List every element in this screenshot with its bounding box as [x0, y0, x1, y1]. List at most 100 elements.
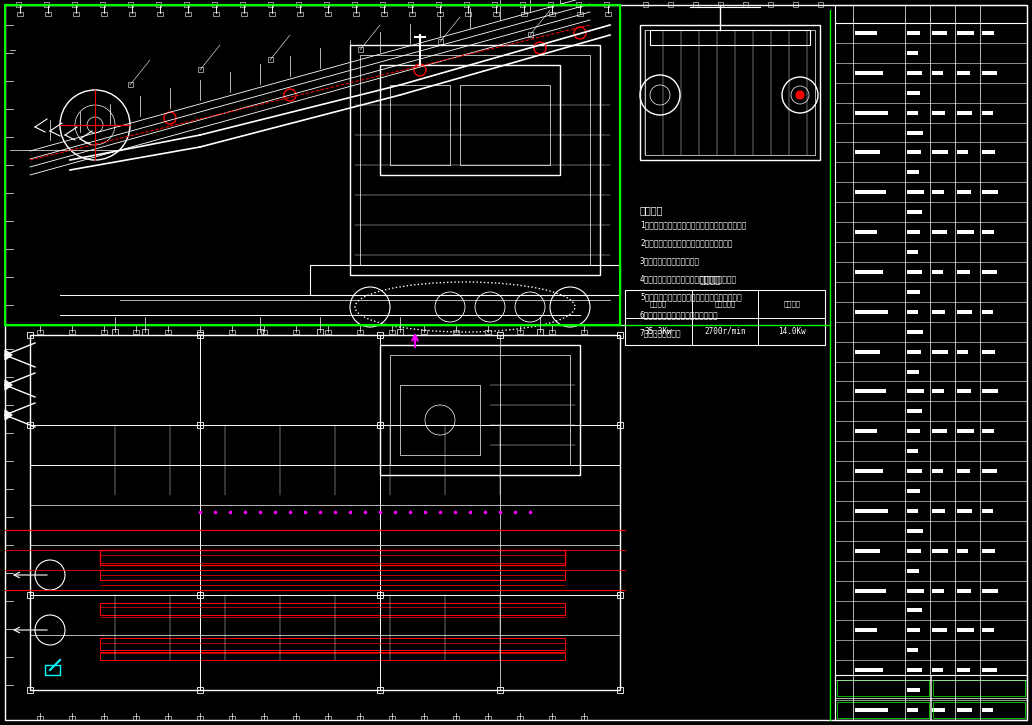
Bar	[907, 349, 921, 354]
Bar	[768, 2, 773, 7]
Bar	[438, 39, 443, 44]
Bar	[197, 422, 203, 428]
Bar	[325, 716, 331, 720]
Bar	[907, 130, 923, 135]
Bar	[932, 349, 948, 354]
Bar	[932, 509, 945, 513]
Bar	[604, 2, 609, 7]
Bar	[854, 469, 882, 473]
Bar	[198, 67, 203, 72]
Bar	[907, 410, 922, 413]
Bar	[957, 668, 970, 672]
Bar	[212, 2, 217, 7]
Bar	[380, 345, 580, 475]
Bar	[520, 2, 525, 7]
Bar	[907, 370, 918, 373]
Bar	[537, 329, 543, 335]
Bar	[100, 652, 565, 660]
Bar	[932, 270, 942, 274]
Bar	[907, 389, 924, 394]
Text: 2700r/min: 2700r/min	[704, 327, 746, 336]
Bar	[293, 716, 299, 720]
Bar	[581, 330, 587, 334]
Bar	[100, 638, 565, 650]
Bar	[197, 330, 203, 334]
Bar	[100, 550, 565, 565]
Bar	[982, 589, 998, 592]
Bar	[528, 32, 533, 37]
Polygon shape	[5, 380, 12, 390]
Bar	[907, 51, 917, 55]
Bar	[907, 330, 923, 334]
Bar	[390, 355, 570, 465]
Bar	[907, 250, 917, 254]
Bar	[643, 2, 648, 7]
Bar	[37, 330, 43, 334]
Bar	[854, 389, 885, 394]
Bar	[549, 716, 555, 720]
Bar	[197, 592, 203, 598]
Bar	[360, 55, 590, 265]
Text: 3、各元件安装位置作标记；: 3、各元件安装位置作标记；	[640, 256, 700, 265]
Bar	[497, 687, 503, 693]
Text: 1、剖分面涂密封胶或水玻璃不允许使用任何填料；: 1、剖分面涂密封胶或水玻璃不允许使用任何填料；	[640, 220, 746, 229]
Polygon shape	[5, 350, 12, 360]
Bar	[17, 2, 21, 7]
Bar	[982, 509, 993, 513]
Bar	[421, 716, 427, 720]
Bar	[854, 230, 877, 234]
Bar	[517, 716, 523, 720]
Bar	[377, 332, 383, 338]
Bar	[73, 12, 79, 16]
Bar	[932, 629, 946, 632]
Bar	[381, 12, 387, 16]
Bar	[835, 675, 1027, 720]
Bar	[907, 568, 918, 573]
Bar	[156, 2, 161, 7]
Bar	[184, 2, 189, 7]
Bar	[957, 629, 974, 632]
Bar	[907, 230, 920, 234]
Bar	[100, 570, 565, 580]
Bar	[133, 716, 139, 720]
Bar	[818, 2, 823, 7]
Bar	[213, 12, 219, 16]
Text: 35.3Kw: 35.3Kw	[644, 327, 672, 336]
Bar	[464, 2, 469, 7]
Bar	[932, 469, 942, 473]
Bar	[982, 469, 997, 473]
Bar	[128, 82, 133, 87]
Bar	[837, 702, 929, 718]
Bar	[854, 190, 885, 194]
Bar	[907, 469, 923, 473]
Bar	[408, 2, 413, 7]
Bar	[982, 190, 998, 194]
Bar	[261, 330, 267, 334]
Bar	[982, 31, 994, 35]
Bar	[197, 687, 203, 693]
Bar	[957, 589, 971, 592]
Bar	[397, 329, 404, 335]
Bar	[907, 608, 922, 613]
Bar	[907, 509, 918, 513]
Bar	[549, 330, 555, 334]
Bar	[982, 429, 994, 434]
Bar	[932, 310, 945, 314]
Bar	[907, 71, 923, 75]
Bar	[453, 330, 459, 334]
Bar	[269, 12, 275, 16]
Bar	[957, 349, 968, 354]
Bar	[854, 270, 882, 274]
Bar	[932, 429, 946, 434]
Bar	[268, 2, 273, 7]
Bar	[957, 71, 970, 75]
Bar	[668, 2, 673, 7]
Bar	[293, 330, 299, 334]
Bar	[743, 2, 748, 7]
Bar	[907, 31, 920, 35]
Bar	[27, 332, 33, 338]
Bar	[625, 290, 825, 345]
Bar	[854, 549, 879, 552]
Text: 4、所有元器件安装孔及紧固件按接实物配置；: 4、所有元器件安装孔及紧固件按接实物配置；	[640, 274, 737, 283]
Bar	[45, 665, 60, 675]
